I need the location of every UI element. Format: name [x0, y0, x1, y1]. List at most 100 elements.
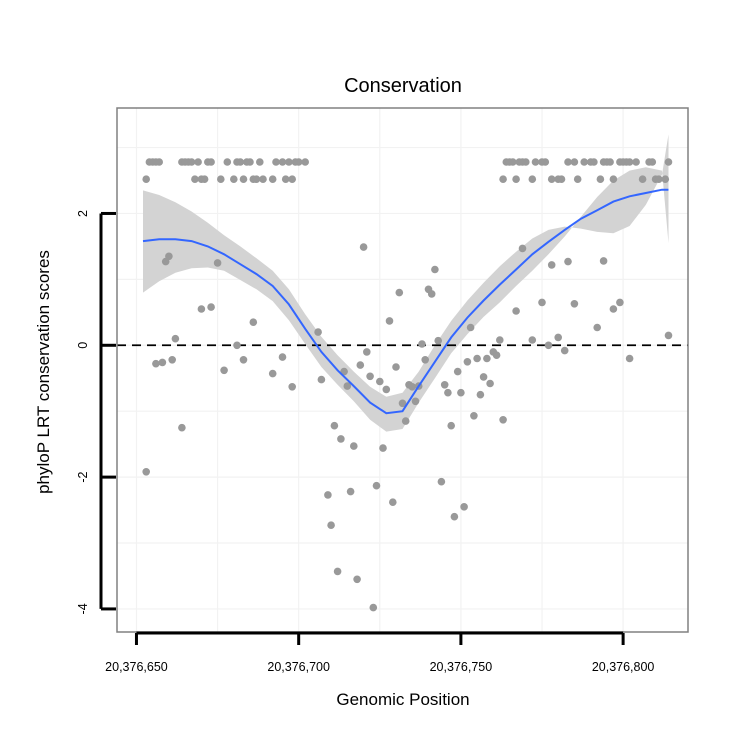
data-point: [483, 354, 491, 363]
data-point: [496, 336, 504, 344]
data-point: [440, 381, 449, 389]
data-point: [278, 158, 287, 166]
data-point: [593, 323, 601, 332]
data-point: [395, 288, 404, 297]
data-point: [333, 567, 342, 576]
data-point: [596, 175, 605, 183]
data-point: [466, 323, 475, 332]
data-point: [401, 417, 410, 425]
data-point: [541, 158, 550, 166]
data-point: [356, 361, 365, 369]
data-point: [431, 265, 439, 274]
data-point: [158, 358, 167, 367]
data-point: [625, 158, 634, 166]
data-point: [187, 158, 196, 166]
data-point: [444, 388, 452, 397]
data-point: [366, 372, 374, 381]
data-point: [171, 334, 180, 343]
data-point: [664, 331, 673, 340]
data-point: [463, 358, 472, 366]
data-point: [213, 259, 222, 267]
data-point: [547, 175, 556, 183]
x-tick-label: 20,376,800: [592, 660, 655, 674]
chart-title: Conservation: [344, 75, 462, 97]
data-point: [178, 423, 186, 432]
data-point: [573, 175, 582, 183]
data-point: [434, 336, 443, 345]
data-point: [648, 158, 657, 166]
data-point: [473, 354, 481, 363]
data-point: [450, 512, 459, 521]
data-point: [460, 503, 468, 511]
data-point: [470, 412, 478, 420]
data-point: [554, 333, 562, 342]
data-point: [453, 367, 462, 376]
data-point: [638, 175, 647, 183]
data-point: [346, 487, 355, 496]
data-point: [142, 175, 150, 183]
data-point: [661, 175, 670, 183]
y-tick-label: -2: [76, 471, 90, 482]
data-point: [531, 158, 540, 166]
data-point: [564, 158, 572, 166]
data-point: [492, 351, 501, 360]
data-point: [272, 158, 280, 166]
data-point: [606, 158, 614, 166]
data-point: [457, 388, 465, 397]
data-point: [421, 356, 430, 364]
data-point: [499, 175, 507, 183]
data-point: [544, 341, 553, 350]
data-point: [609, 305, 618, 313]
data-point: [343, 382, 352, 390]
data-point: [479, 373, 488, 381]
x-axis: 20,376,650 20,376,700 20,376,750 20,376,800: [105, 631, 655, 674]
data-point: [155, 158, 163, 166]
data-point: [259, 175, 267, 183]
data-point: [152, 359, 160, 368]
data-point: [236, 158, 245, 166]
data-point: [557, 175, 566, 183]
smooth-fit-line: [142, 188, 669, 415]
confidence-ribbon: [143, 134, 669, 432]
data-point: [522, 158, 530, 166]
x-axis-title: Genomic Position: [336, 690, 469, 709]
data-point: [547, 261, 556, 269]
data-point: [239, 356, 248, 364]
data-point: [288, 383, 297, 391]
data-point: [142, 468, 150, 476]
data-point: [590, 158, 598, 166]
data-point: [580, 158, 588, 166]
y-tick-label: 2: [76, 210, 90, 217]
data-point: [191, 175, 199, 183]
data-point: [609, 175, 618, 183]
data-point: [278, 353, 287, 361]
data-point: [194, 158, 202, 166]
data-point: [268, 175, 277, 183]
y-tick-label: 0: [76, 342, 90, 349]
data-point: [337, 435, 345, 443]
data-point: [599, 257, 608, 265]
data-point: [327, 521, 335, 529]
data-point: [252, 175, 261, 183]
data-point: [398, 399, 407, 408]
panel-border: [116, 107, 689, 633]
data-point: [528, 336, 537, 344]
data-point: [616, 298, 624, 307]
data-point: [560, 346, 569, 355]
data-point: [437, 477, 446, 486]
data-point: [372, 481, 381, 490]
data-point: [363, 348, 371, 356]
data-point: [281, 175, 290, 183]
data-point: [655, 175, 663, 183]
data-point: [249, 318, 258, 327]
data-point: [632, 158, 640, 166]
data-point: [418, 340, 426, 348]
data-point: [301, 158, 310, 166]
data-point: [385, 317, 394, 325]
data-point: [220, 366, 228, 375]
data-point: [207, 303, 215, 311]
data-point: [518, 244, 527, 253]
data-point: [382, 385, 391, 394]
data-point: [447, 421, 456, 430]
data-point: [408, 383, 417, 391]
